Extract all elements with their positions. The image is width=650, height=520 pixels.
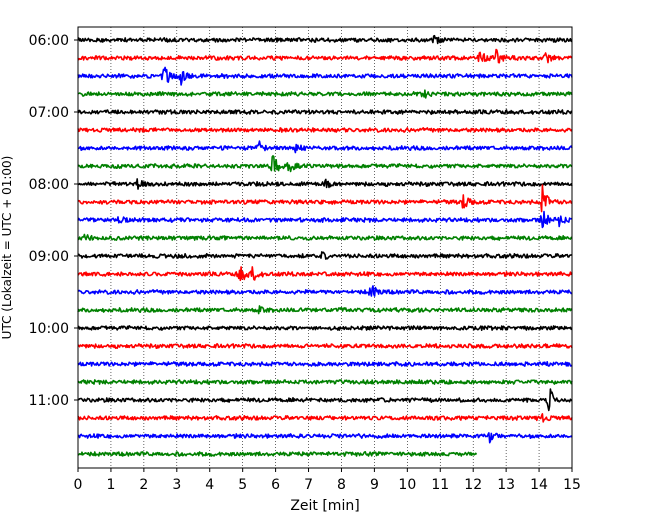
trace-1130 (77, 432, 573, 444)
trace-0700 (77, 109, 573, 115)
y-tick-label: 07:00 (29, 105, 69, 121)
trace-0645 (78, 89, 573, 99)
seismic-traces (77, 34, 573, 457)
x-tick-label: 12 (464, 477, 482, 493)
x-tick-label: 5 (238, 477, 247, 493)
y-tick-label: 10:00 (29, 321, 69, 337)
x-tick-label: 3 (172, 477, 181, 493)
x-tick-label: 1 (106, 477, 115, 493)
x-tick-label: 9 (370, 477, 379, 493)
x-tick-label: 6 (271, 477, 280, 493)
y-tick-label: 11:00 (29, 393, 69, 409)
trace-1045 (77, 379, 573, 385)
trace-1000 (77, 325, 573, 331)
x-tick-label: 2 (139, 477, 148, 493)
trace-1145 (77, 451, 478, 457)
y-axis-label: UTC (Lokalzeit = UTC + 01:00) (0, 156, 14, 340)
x-tick-label: 7 (304, 477, 313, 493)
y-axis: 06:00 07:00 08:00 09:00 10:00 11:00 (29, 33, 78, 409)
y-tick-label: 09:00 (29, 249, 69, 265)
trace-0745 (77, 155, 573, 173)
x-tick-label: 14 (530, 477, 548, 493)
trace-0715 (77, 127, 573, 133)
plot-frame (77, 26, 573, 469)
trace-0630 (77, 66, 573, 86)
trace-1015 (77, 343, 573, 349)
trace-1115 (77, 413, 573, 423)
x-tick-label: 4 (205, 477, 214, 493)
x-tick-label: 15 (563, 477, 581, 493)
trace-1030 (77, 361, 573, 367)
trace-0945 (77, 305, 573, 315)
trace-0600 (77, 34, 573, 45)
y-tick-label: 06:00 (29, 33, 69, 49)
trace-1100 (77, 388, 573, 412)
trace-0615 (77, 48, 573, 64)
trace-0730 (77, 140, 573, 154)
x-axis-label: Zeit [min] (290, 498, 359, 514)
x-tick-label: 0 (74, 477, 83, 493)
trace-0915 (77, 266, 573, 282)
x-tick-label: 10 (398, 477, 416, 493)
trace-0800 (77, 178, 573, 190)
x-tick-label: 11 (431, 477, 449, 493)
trace-0845 (77, 233, 573, 241)
x-tick-label: 13 (497, 477, 515, 493)
x-axis: 0 1 2 3 4 5 6 7 8 9 10 11 12 13 14 15 (74, 468, 581, 493)
trace-0900 (77, 251, 573, 260)
x-tick-label: 8 (337, 477, 346, 493)
y-tick-label: 08:00 (29, 177, 69, 193)
trace-0815 (77, 184, 573, 213)
trace-0830 (77, 210, 573, 229)
trace-0930 (77, 285, 573, 297)
